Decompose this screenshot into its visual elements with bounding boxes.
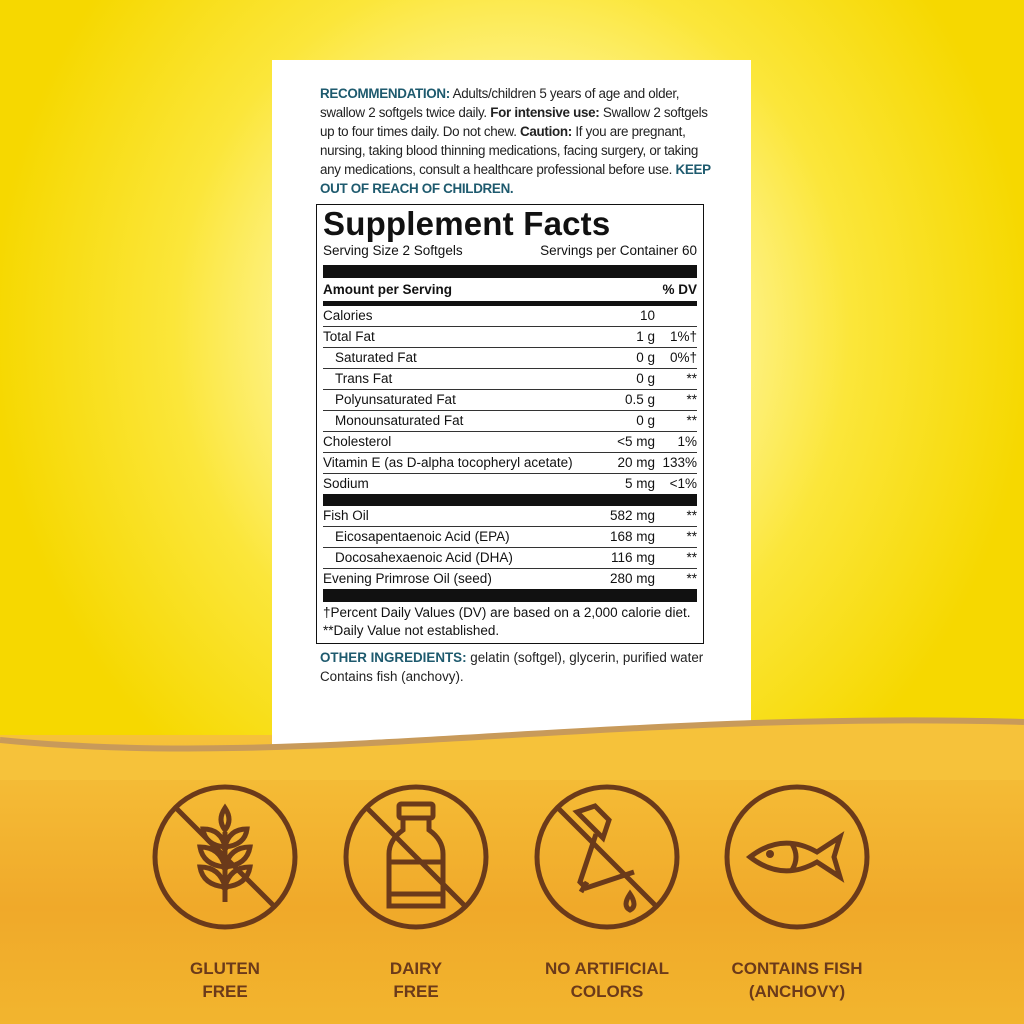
badge-dairy: DAIRY FREE xyxy=(341,782,491,1003)
footnote: †Percent Daily Values (DV) are based on … xyxy=(323,605,691,638)
servings-per-container: Servings per Container 60 xyxy=(540,243,697,258)
serving-size: Serving Size 2 Softgels xyxy=(323,243,463,258)
facts-row: Total Fat 1 g 1%† xyxy=(323,327,697,348)
nutrient-dv: ** xyxy=(686,571,697,586)
divider xyxy=(323,494,697,506)
facts-row: Monounsaturated Fat 0 g ** xyxy=(323,411,697,432)
nutrient-amount: 168 mg xyxy=(609,529,655,544)
nutrient-name: Monounsaturated Fat xyxy=(335,413,464,428)
facts-row: Sodium 5 mg <1% xyxy=(323,474,697,495)
facts-row: Polyunsaturated Fat 0.5 g ** xyxy=(323,390,697,411)
facts-row: Saturated Fat 0 g 0%† xyxy=(323,348,697,369)
nutrient-dv: <1% xyxy=(669,476,697,491)
nutrient-name: Sodium xyxy=(323,476,369,491)
nutrient-amount: 1 g xyxy=(636,329,655,344)
amount-header: Amount per Serving xyxy=(323,282,453,297)
nutrient-dv: 1% xyxy=(677,434,697,449)
nutrient-dv: 1%† xyxy=(669,329,697,344)
nutrient-name: Eicosapentaenoic Acid (EPA) xyxy=(335,529,510,544)
facts-row: Docosahexaenoic Acid (DHA) 116 mg ** xyxy=(323,548,697,569)
wheat-icon xyxy=(152,784,298,930)
facts-row: Trans Fat 0 g ** xyxy=(323,369,697,390)
facts-row: Cholesterol <5 mg 1% xyxy=(323,432,697,453)
nutrient-amount: 0.5 g xyxy=(624,392,655,407)
nutrient-dv: 133% xyxy=(662,455,697,470)
nutrient-dv: ** xyxy=(686,550,697,565)
supplement-facts-panel: Supplement Facts Serving Size 2 Softgels… xyxy=(316,204,704,644)
badge-label: CONTAINS FISH (ANCHOVY) xyxy=(731,959,863,1001)
wave-divider xyxy=(0,717,1024,780)
facts-title: Supplement Facts xyxy=(323,205,611,242)
facts-row: Calories 10 xyxy=(323,306,697,327)
nutrient-amount: 0 g xyxy=(636,371,655,386)
nutrient-amount: 116 mg xyxy=(610,550,655,565)
nutrient-amount: 582 mg xyxy=(609,508,655,523)
divider xyxy=(323,589,697,602)
badge-contains-fish: CONTAINS FISH (ANCHOVY) xyxy=(722,782,872,1003)
nutrient-name: Polyunsaturated Fat xyxy=(335,392,456,407)
nutrient-name: Saturated Fat xyxy=(335,350,417,365)
badge-label: GLUTEN FREE xyxy=(190,959,260,1001)
nutrient-amount: 0 g xyxy=(636,350,655,365)
nutrient-name: Calories xyxy=(323,308,373,323)
nutrient-amount: 10 xyxy=(639,308,655,323)
dropper-icon xyxy=(534,784,680,930)
facts-row: Vitamin E (as D-alpha tocopheryl acetate… xyxy=(323,453,697,474)
badge-no-artificial: NO ARTIFICIAL COLORS xyxy=(532,782,682,1003)
nutrient-name: Cholesterol xyxy=(323,434,392,449)
recommendation-text: RECOMMENDATION: Adults/children 5 years … xyxy=(320,86,711,196)
nutrient-name: Vitamin E (as D-alpha tocopheryl acetate… xyxy=(323,455,573,470)
divider xyxy=(323,265,697,278)
nutrient-amount: 5 mg xyxy=(624,476,655,491)
nutrient-dv: ** xyxy=(686,508,697,523)
other-ingredients: OTHER INGREDIENTS: gelatin (softgel), gl… xyxy=(320,650,704,684)
milk-bottle-icon xyxy=(343,784,489,930)
dv-header: % DV xyxy=(662,282,697,297)
label-content: RECOMMENDATION: Adults/children 5 years … xyxy=(316,84,712,686)
badge-gluten: GLUTEN FREE xyxy=(150,782,300,1003)
nutrient-name: Trans Fat xyxy=(335,371,393,386)
facts-row: Fish Oil 582 mg ** xyxy=(323,506,697,527)
divider xyxy=(323,301,697,306)
bottom-band xyxy=(0,735,1024,1024)
nutrient-amount: <5 mg xyxy=(617,434,655,449)
nutrient-amount: 0 g xyxy=(636,413,655,428)
nutrient-dv: ** xyxy=(686,392,697,407)
fish-icon xyxy=(724,784,870,930)
badge-label: DAIRY FREE xyxy=(389,959,443,1001)
facts-row: Eicosapentaenoic Acid (EPA) 168 mg ** xyxy=(323,527,697,548)
nutrient-dv: ** xyxy=(686,529,697,544)
nutrient-amount: 280 mg xyxy=(609,571,655,586)
nutrient-dv: ** xyxy=(686,371,697,386)
label-panel xyxy=(272,60,751,746)
nutrient-name: Docosahexaenoic Acid (DHA) xyxy=(335,550,513,565)
badge-label: NO ARTIFICIAL COLORS xyxy=(544,959,670,1001)
facts-row: Evening Primrose Oil (seed) 280 mg ** xyxy=(323,569,697,590)
nutrient-dv: ** xyxy=(686,413,697,428)
nutrient-name: Evening Primrose Oil (seed) xyxy=(323,571,492,586)
nutrient-dv: 0%† xyxy=(669,350,697,365)
nutrient-name: Fish Oil xyxy=(323,508,369,523)
nutrient-name: Total Fat xyxy=(323,329,375,344)
nutrient-amount: 20 mg xyxy=(617,455,655,470)
